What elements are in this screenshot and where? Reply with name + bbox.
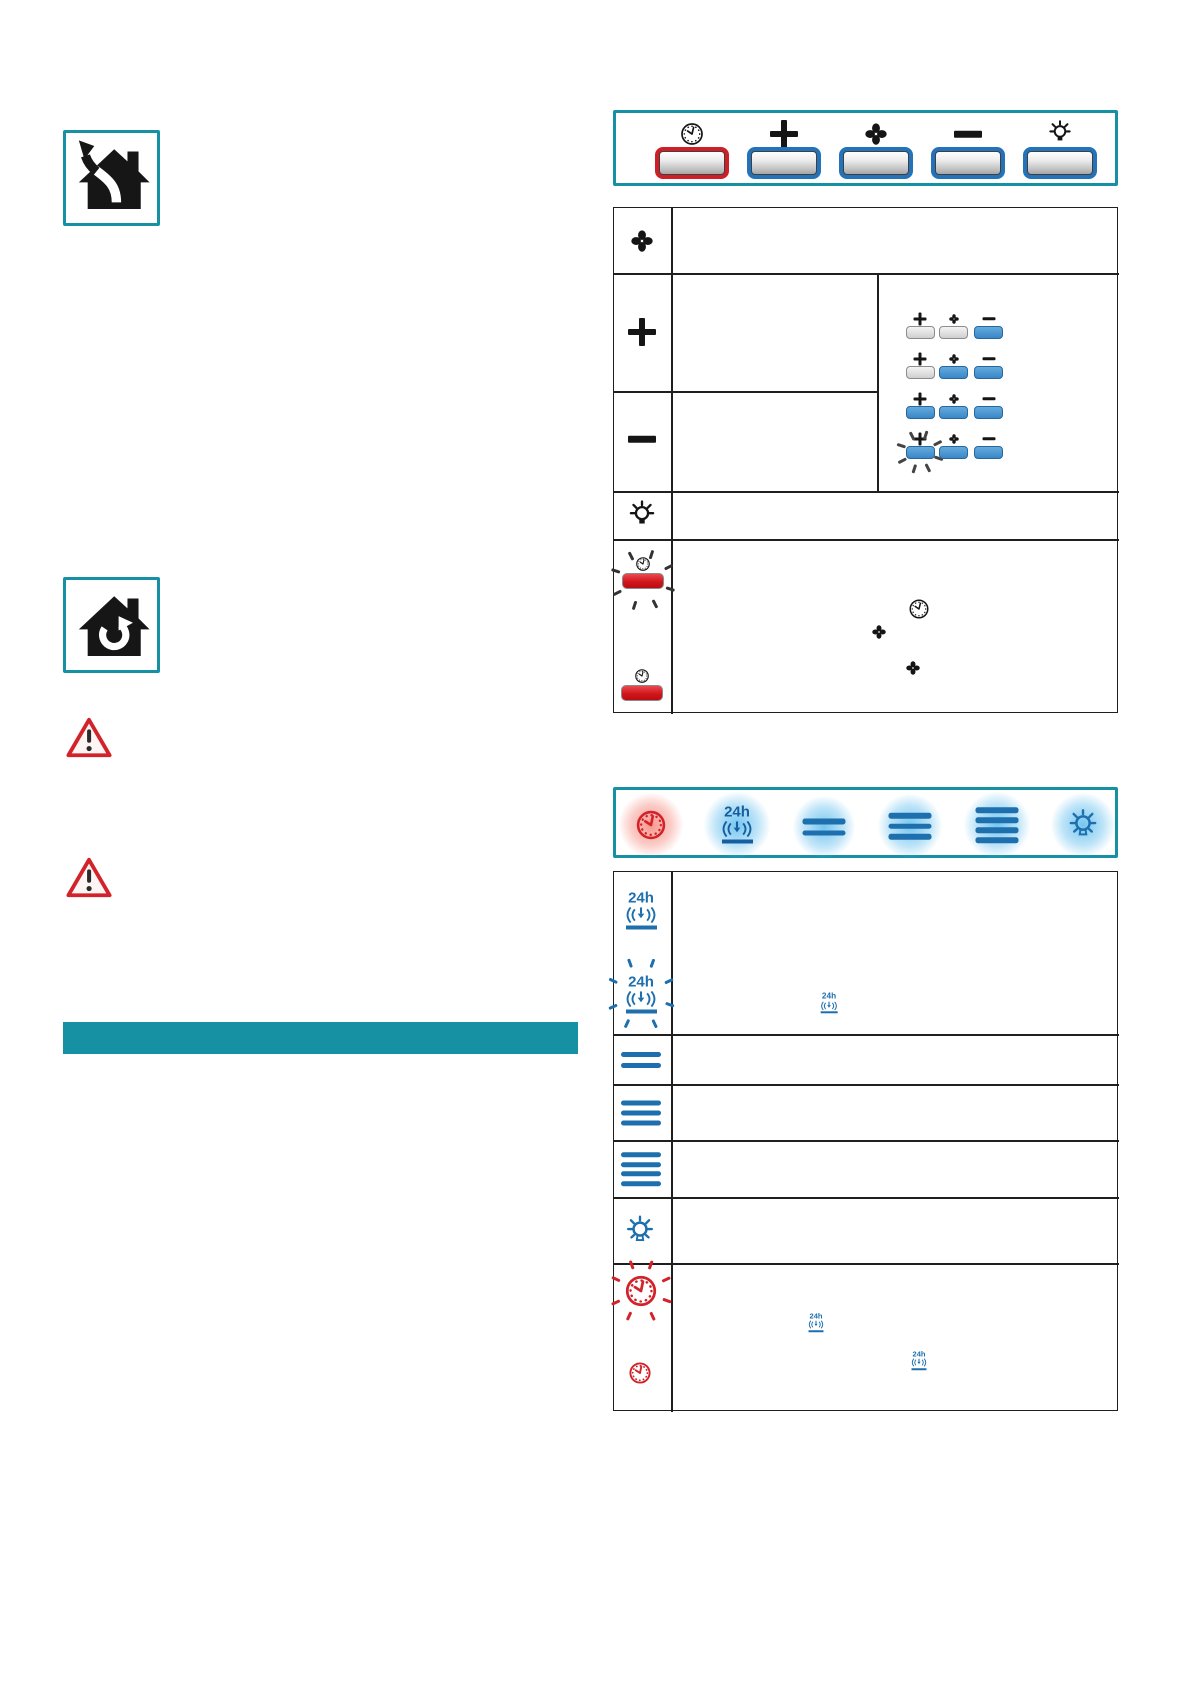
24h-label: 24h <box>912 1349 926 1359</box>
warning-icon <box>66 856 112 900</box>
section-heading-bar <box>63 1022 578 1054</box>
minus-icon <box>982 317 996 321</box>
clock-inline-icon <box>909 599 930 620</box>
light-icon <box>627 500 658 531</box>
timer-clock-icon <box>636 557 651 572</box>
speed-button-on <box>906 406 935 419</box>
minus-button-illustration <box>931 147 1005 179</box>
sensor-waves <box>722 820 752 838</box>
warning-icon <box>66 716 112 760</box>
fan-inline-icon <box>905 660 922 677</box>
speed-bars-2-icon <box>802 818 846 836</box>
fan-icon <box>629 228 656 255</box>
minus-icon <box>982 397 996 401</box>
house-exhaust-icon <box>78 140 150 209</box>
speed-button-on <box>974 446 1003 459</box>
plus-icon <box>913 312 927 326</box>
control-panel-2: 24h <box>613 787 1118 858</box>
fan-inline-icon <box>871 624 888 641</box>
divider <box>614 1034 1119 1036</box>
divider <box>877 273 879 491</box>
house-recirculation-icon <box>78 596 150 656</box>
control-panel-1 <box>613 110 1118 186</box>
recirculation-mode-box <box>63 577 160 673</box>
timer-clock-icon-blinking <box>625 1275 658 1308</box>
timer-button-blinking <box>622 573 664 589</box>
speed-button-on <box>974 326 1003 339</box>
sensor-24h-icon-blinking: 24h <box>624 975 658 1014</box>
indicator-functions-table: 24h 24h 24h <box>608 871 1119 1412</box>
light-icon <box>1066 808 1100 842</box>
blue-glow <box>793 796 855 858</box>
speed-bars-3-icon <box>888 812 932 840</box>
speed-bars-4-icon <box>621 1152 661 1186</box>
fan-icon <box>948 393 960 405</box>
minus-icon <box>628 435 656 443</box>
blue-glow <box>964 792 1030 858</box>
divider <box>614 1197 1119 1199</box>
speed-button-off <box>906 326 935 339</box>
24h-label: 24h <box>809 1311 823 1321</box>
divider <box>614 1263 1119 1265</box>
plus-icon <box>770 120 798 148</box>
24h-label: 24h <box>628 973 654 991</box>
divider <box>671 208 673 714</box>
divider <box>671 872 673 1412</box>
minus-icon <box>954 130 982 138</box>
plus-icon <box>913 352 927 366</box>
divider <box>614 539 1119 541</box>
fan-icon <box>948 353 960 365</box>
speed-button-blinking <box>906 446 935 459</box>
plus-icon <box>913 392 927 406</box>
divider <box>614 1140 1119 1142</box>
speed-button-off <box>939 326 968 339</box>
timer-clock-icon <box>635 669 650 684</box>
blue-glow <box>1051 793 1115 857</box>
divider <box>614 391 877 393</box>
timer-clock-icon <box>636 810 667 841</box>
timer-button-illustration <box>655 147 729 179</box>
speed-button-on <box>974 406 1003 419</box>
speed-button-on <box>939 366 968 379</box>
minus-icon <box>982 437 996 441</box>
speed-bars-4-icon <box>975 807 1019 843</box>
sensor-24h-icon: 24h <box>720 805 754 844</box>
plus-icon <box>628 318 656 346</box>
24h-label: 24h <box>724 803 750 821</box>
fan-icon <box>948 313 960 325</box>
speed-bars-3-icon <box>621 1100 661 1126</box>
plus-icon <box>913 432 927 446</box>
light-icon <box>624 1215 657 1248</box>
24h-label: 24h <box>821 991 837 1001</box>
divider <box>614 1084 1119 1086</box>
24h-label: 24h <box>628 889 654 907</box>
sensor-24h-inline-icon: 24h <box>820 991 839 1014</box>
timer-clock-icon <box>629 1362 652 1385</box>
button-functions-table <box>610 207 1119 714</box>
fan-button-illustration <box>839 147 913 179</box>
sensor-24h-inline-icon: 24h <box>911 1350 928 1370</box>
fan-icon <box>948 433 960 445</box>
plus-button-illustration <box>747 147 821 179</box>
exhaust-mode-box <box>63 130 160 226</box>
speed-button-on <box>939 446 968 459</box>
light-icon <box>1047 120 1074 147</box>
timer-clock-icon <box>680 122 704 146</box>
speed-button-on <box>939 406 968 419</box>
minus-icon <box>982 357 996 361</box>
divider <box>614 491 1119 493</box>
sensor-24h-icon: 24h <box>624 891 658 930</box>
speed-bars-2-icon <box>621 1052 661 1068</box>
light-button-illustration <box>1023 147 1097 179</box>
speed-button-off <box>906 366 935 379</box>
timer-button-steady <box>621 685 663 701</box>
speed-button-on <box>974 366 1003 379</box>
divider <box>614 273 1119 275</box>
fan-icon <box>863 121 890 148</box>
sensor-24h-inline-icon: 24h <box>808 1312 825 1332</box>
